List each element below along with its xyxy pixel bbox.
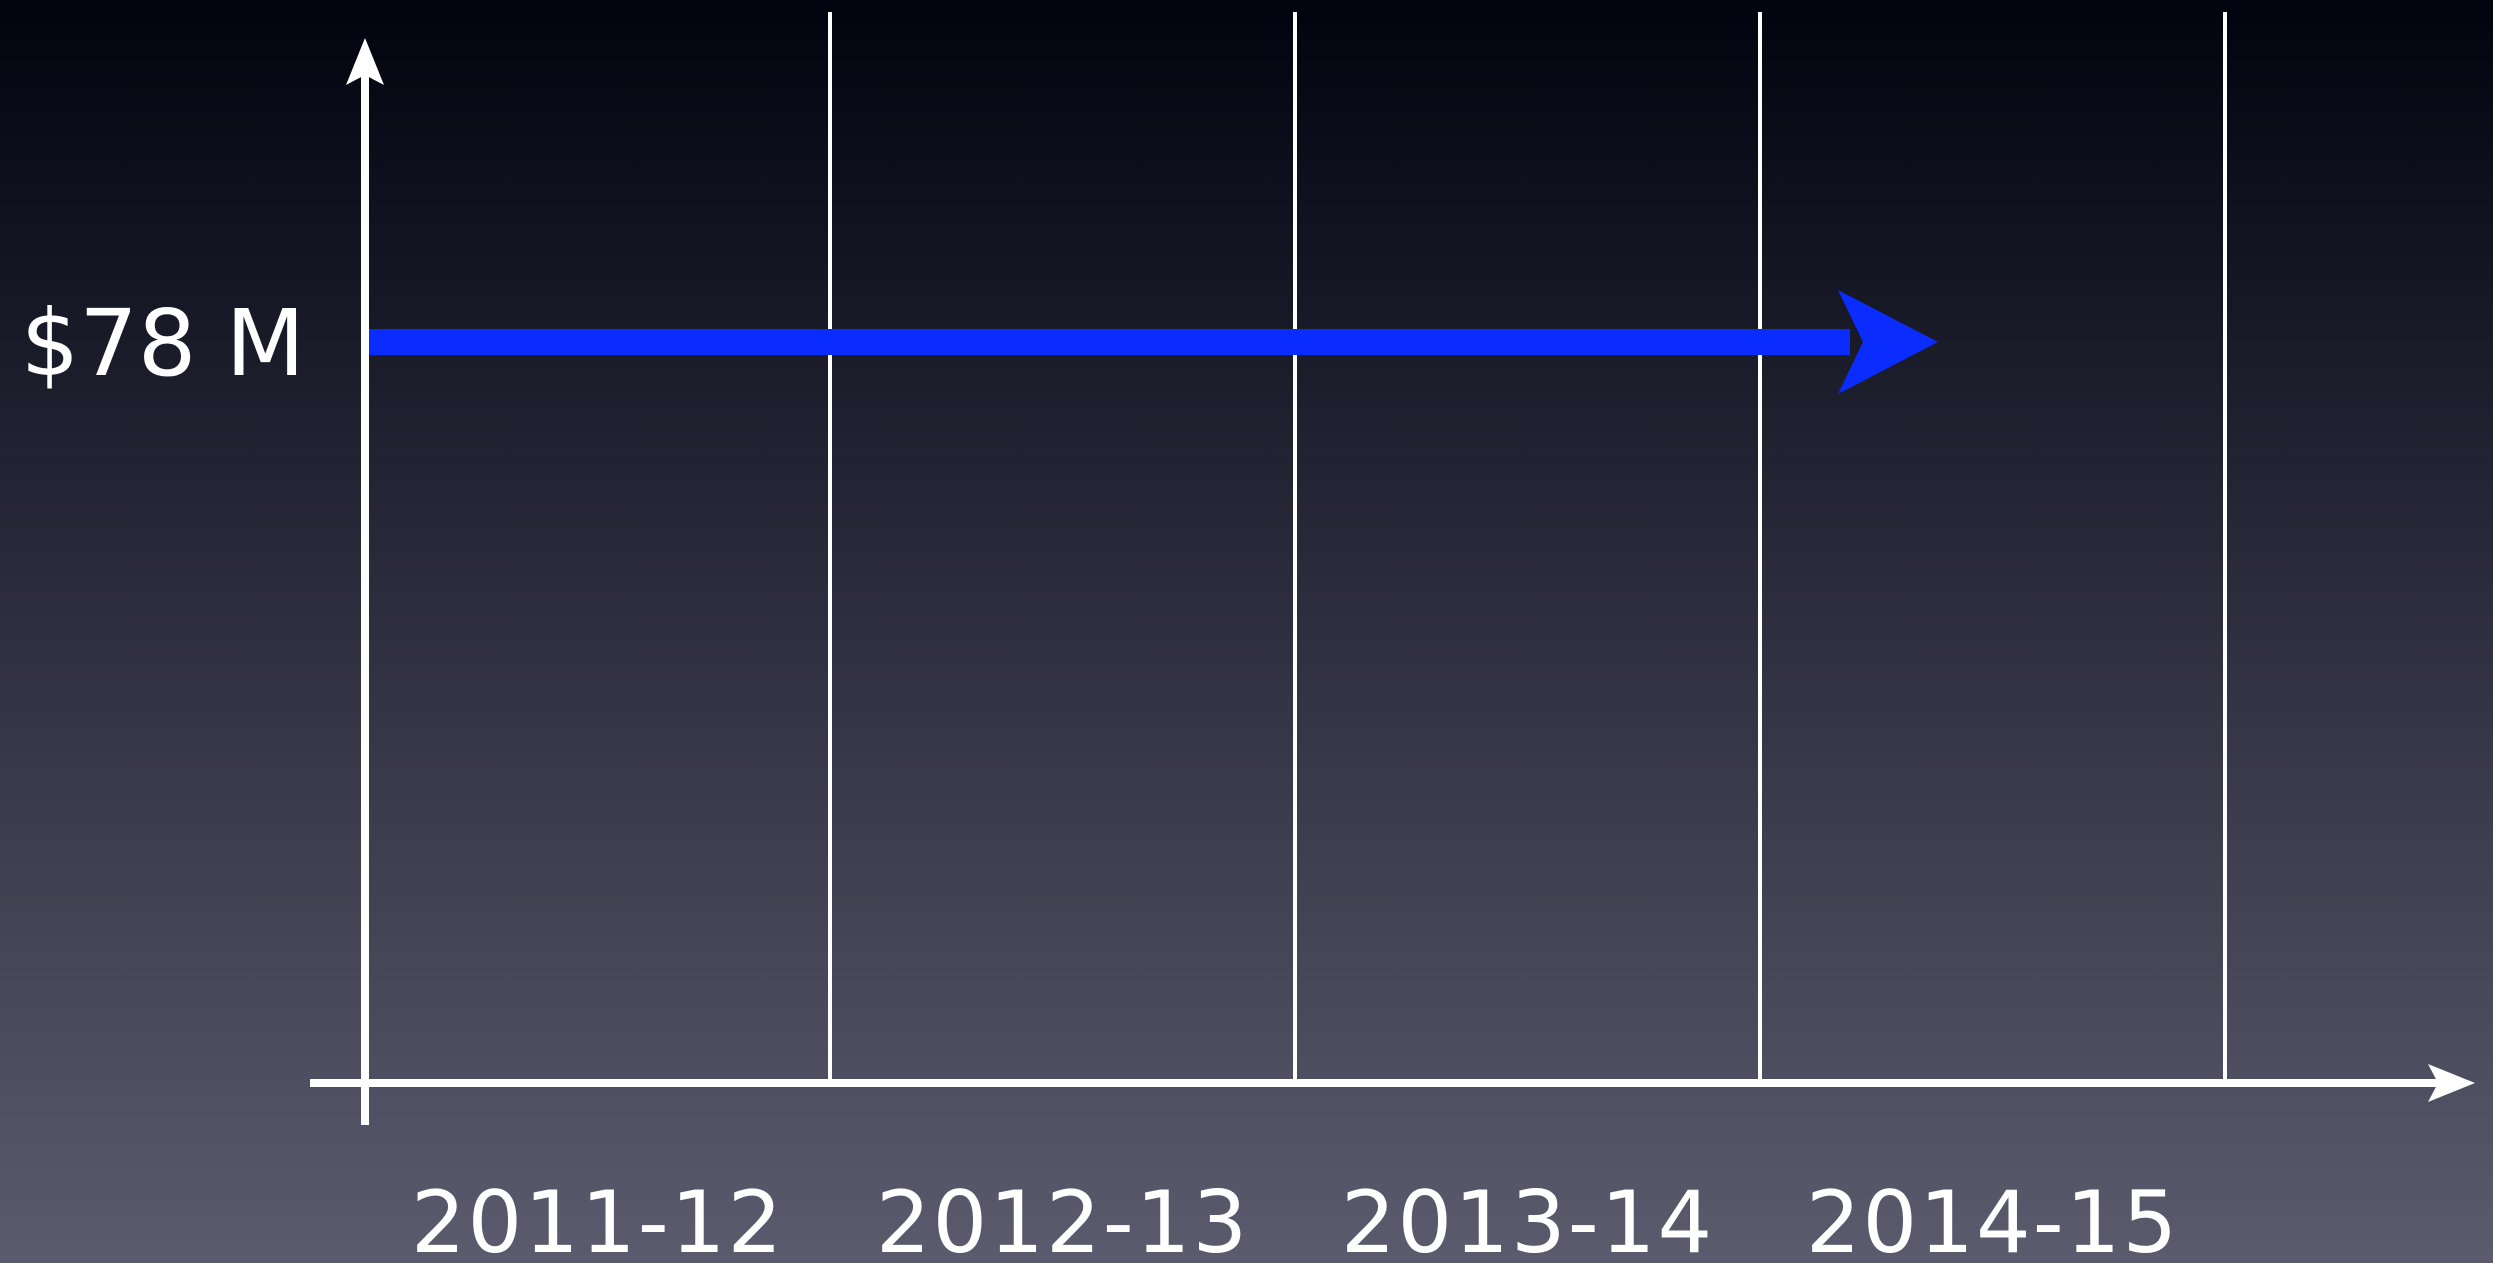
x-tick-label: 2011-12 bbox=[411, 1173, 784, 1263]
x-tick-labels: 2011-12 2012-13 2013-14 2014-15 bbox=[411, 1173, 2179, 1263]
series-layer bbox=[369, 290, 1938, 394]
x-tick-label: 2012-13 bbox=[876, 1173, 1249, 1263]
value-labels: $78 M bbox=[21, 290, 305, 397]
y-axis-arrowhead bbox=[346, 38, 384, 85]
y-value-label: $78 M bbox=[21, 290, 305, 397]
x-tick-label: 2014-15 bbox=[1806, 1173, 2179, 1263]
series-arrowhead bbox=[1838, 290, 1938, 394]
x-axis-arrowhead bbox=[2428, 1064, 2475, 1102]
gridlines bbox=[828, 12, 2227, 1080]
x-tick-label: 2013-14 bbox=[1341, 1173, 1714, 1263]
